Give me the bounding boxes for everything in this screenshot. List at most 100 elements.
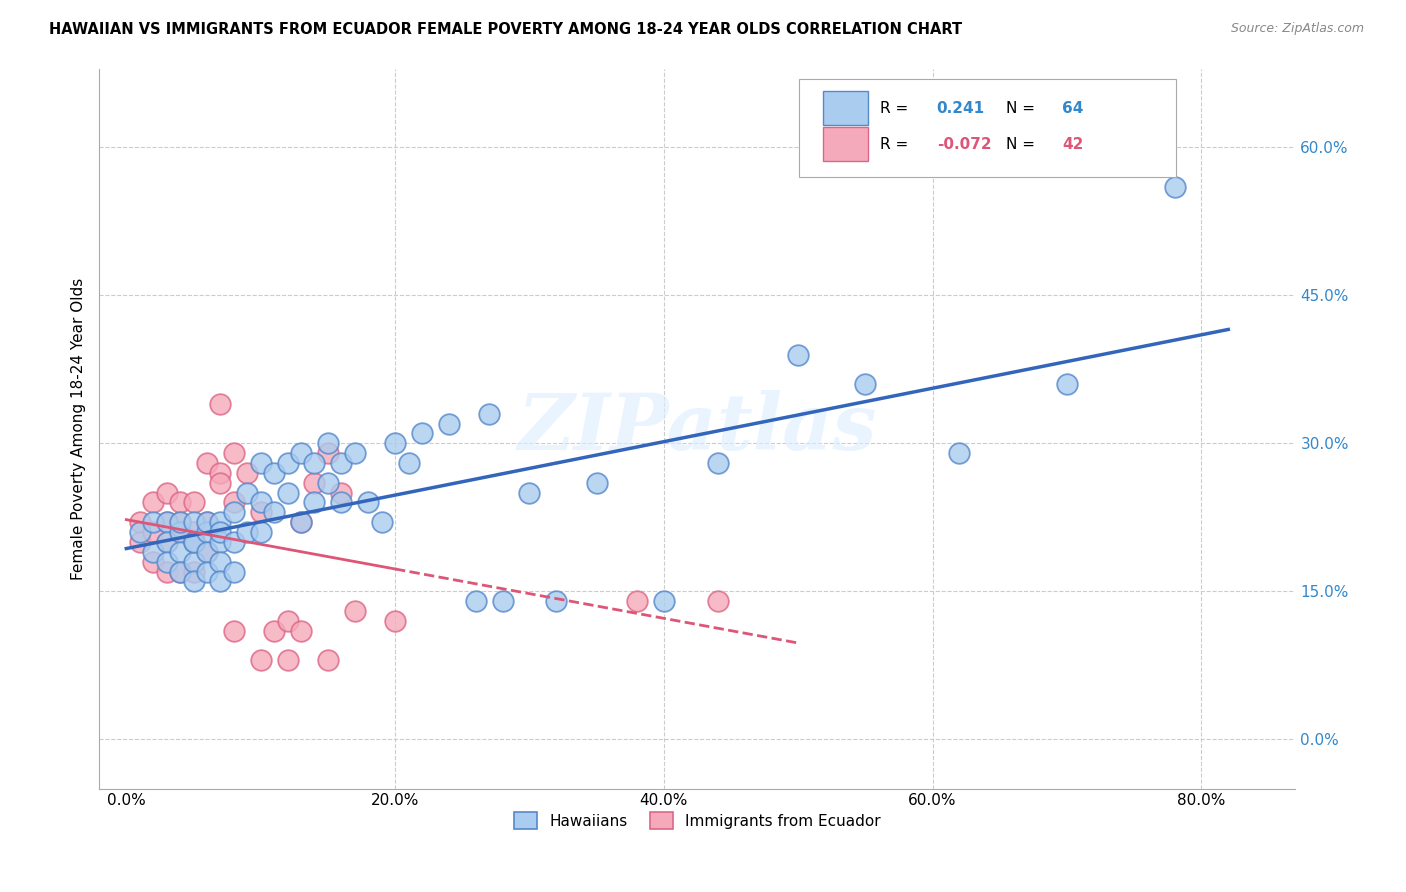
Point [209,555,232,569]
Point [330,485,353,500]
Point [169,495,191,509]
Point [249,456,271,470]
Text: R =: R = [880,101,914,116]
Point [156,535,179,549]
Point [316,653,339,667]
Point [263,624,285,638]
Point [156,515,179,529]
Point [142,555,165,569]
Point [384,614,406,628]
Point [142,495,165,509]
Point [491,594,513,608]
Point [222,495,245,509]
Point [236,525,259,540]
Point [183,535,205,549]
Point [249,653,271,667]
Point [652,594,675,608]
FancyBboxPatch shape [799,79,1175,177]
Point [855,377,877,392]
Point [169,565,191,579]
Point [128,525,150,540]
Point [209,397,232,411]
Point [222,624,245,638]
Point [169,515,191,529]
Point [195,565,218,579]
Text: N =: N = [1007,136,1040,152]
Point [169,525,191,540]
Text: 64: 64 [1063,101,1084,116]
Text: Source: ZipAtlas.com: Source: ZipAtlas.com [1230,22,1364,36]
Point [384,436,406,450]
Point [585,475,607,490]
Point [304,475,326,490]
Point [128,535,150,549]
Legend: Hawaiians, Immigrants from Ecuador: Hawaiians, Immigrants from Ecuador [508,806,887,835]
Text: -0.072: -0.072 [936,136,991,152]
Point [209,535,232,549]
FancyBboxPatch shape [823,91,869,126]
Point [304,456,326,470]
FancyBboxPatch shape [823,127,869,161]
Point [249,495,271,509]
Point [357,495,380,509]
Point [195,515,218,529]
Point [142,545,165,559]
Point [706,456,728,470]
Point [370,515,392,529]
Point [464,594,486,608]
Point [343,446,366,460]
Text: 0.241: 0.241 [936,101,984,116]
Text: N =: N = [1007,101,1040,116]
Point [236,485,259,500]
Point [142,525,165,540]
Point [330,456,353,470]
Point [183,515,205,529]
Point [156,485,179,500]
Point [142,515,165,529]
Point [222,565,245,579]
Point [263,505,285,519]
Point [290,624,312,638]
Point [195,545,218,559]
Point [209,466,232,480]
Point [156,555,179,569]
Point [277,614,299,628]
Point [156,535,179,549]
Point [222,446,245,460]
Point [222,535,245,549]
Point [277,456,299,470]
Point [183,525,205,540]
Point [290,446,312,460]
Point [183,555,205,569]
Point [222,505,245,519]
Point [277,653,299,667]
Text: 42: 42 [1063,136,1084,152]
Point [249,525,271,540]
Point [787,347,810,361]
Point [195,525,218,540]
Point [948,446,970,460]
Point [195,515,218,529]
Point [183,535,205,549]
Point [316,436,339,450]
Point [209,525,232,540]
Y-axis label: Female Poverty Among 18-24 Year Olds: Female Poverty Among 18-24 Year Olds [72,277,86,580]
Point [195,456,218,470]
Point [1163,180,1185,194]
Point [183,495,205,509]
Point [209,475,232,490]
Point [236,466,259,480]
Point [626,594,648,608]
Point [478,407,501,421]
Point [437,417,460,431]
Point [156,515,179,529]
Point [290,515,312,529]
Point [263,466,285,480]
Point [169,545,191,559]
Point [249,505,271,519]
Point [169,515,191,529]
Text: R =: R = [880,136,914,152]
Point [304,495,326,509]
Point [169,525,191,540]
Point [156,565,179,579]
